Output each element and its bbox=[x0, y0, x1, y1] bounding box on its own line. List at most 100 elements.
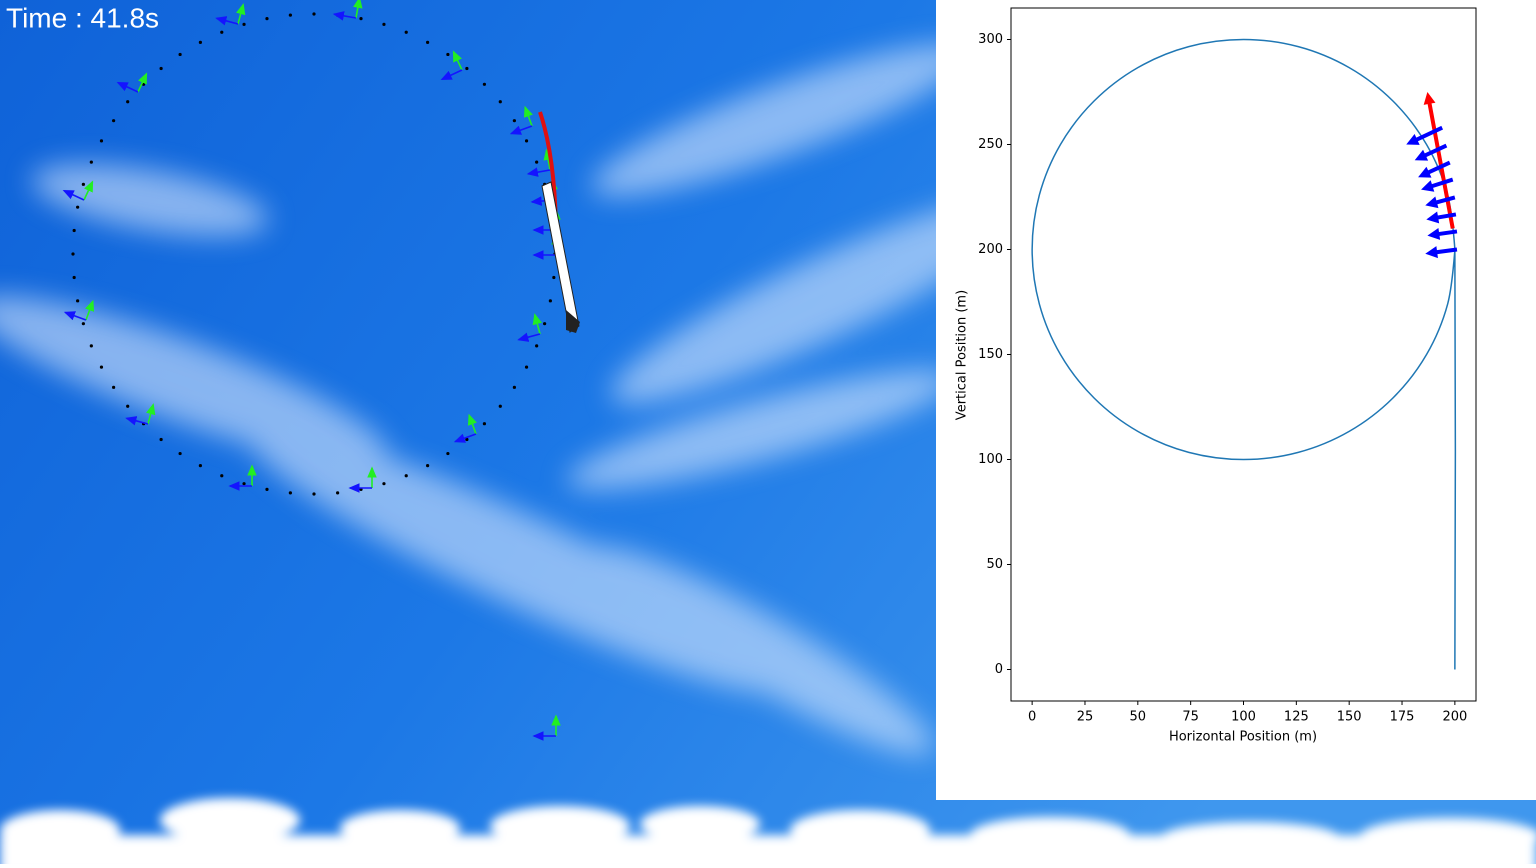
waypoint-dot bbox=[524, 139, 529, 143]
waypoint-dot bbox=[72, 228, 76, 233]
quiver-arrow bbox=[1414, 143, 1448, 161]
vehicle bbox=[541, 181, 580, 333]
waypoint-dot bbox=[112, 119, 116, 123]
waypoint-dot bbox=[548, 299, 552, 303]
waypoint-dot bbox=[543, 322, 547, 326]
frame-markers bbox=[62, 0, 561, 741]
waypoint-dot bbox=[535, 160, 539, 164]
x-tick-label: 75 bbox=[1182, 710, 1199, 725]
waypoint-dot bbox=[524, 365, 529, 369]
waypoint-dot bbox=[178, 451, 182, 456]
waypoint-dot bbox=[220, 474, 224, 478]
waypoint-dot bbox=[220, 30, 224, 34]
quiver-arrow bbox=[1423, 92, 1455, 229]
frame-axis-left bbox=[125, 416, 149, 426]
waypoint-dot bbox=[288, 13, 292, 17]
waypoint-dot bbox=[159, 66, 163, 71]
frame-axis-up bbox=[83, 180, 94, 201]
x-tick-label: 125 bbox=[1284, 710, 1309, 725]
waypoint-dot bbox=[482, 422, 487, 426]
quiver-arrow bbox=[1426, 211, 1457, 224]
waypoint-dot bbox=[126, 100, 130, 104]
waypoint-dot bbox=[512, 385, 516, 389]
vehicle-nozzle bbox=[566, 310, 580, 333]
waypoint-dot bbox=[426, 40, 430, 44]
waypoint-dot bbox=[312, 492, 316, 496]
waypoint-dot bbox=[76, 299, 80, 303]
x-tick-label: 150 bbox=[1337, 710, 1362, 725]
time-label: Time : 41.8s bbox=[6, 2, 159, 33]
frame-axis-up bbox=[146, 403, 156, 425]
waypoint-dot bbox=[512, 119, 516, 123]
waypoint-dot bbox=[482, 82, 487, 86]
frame-axis-up bbox=[137, 72, 148, 93]
frame-axis-up bbox=[236, 3, 246, 25]
waypoint-dot bbox=[359, 17, 363, 21]
waypoint-dot bbox=[242, 482, 246, 486]
plot-panel bbox=[936, 0, 1536, 800]
waypoint-dot bbox=[81, 322, 85, 326]
y-tick-label: 200 bbox=[978, 242, 1003, 257]
y-tick-label: 250 bbox=[978, 137, 1003, 152]
y-tick-label: 50 bbox=[986, 557, 1003, 572]
quiver-arrow bbox=[1427, 228, 1458, 240]
waypoint-dot bbox=[265, 487, 269, 491]
waypoint-dot bbox=[535, 344, 539, 348]
waypoint-dot bbox=[99, 365, 104, 369]
waypoint-dot bbox=[178, 52, 182, 57]
frame-axis-left bbox=[517, 332, 541, 342]
waypoint-dot bbox=[446, 52, 450, 57]
waypoint-dot bbox=[498, 404, 502, 408]
clouds bbox=[0, 44, 1030, 755]
quiver-arrow bbox=[1425, 195, 1456, 209]
waypoint-dot bbox=[465, 437, 469, 442]
frame-axis-left bbox=[215, 16, 239, 26]
frame-axis-left bbox=[62, 189, 85, 201]
waypoint-dot bbox=[426, 464, 430, 468]
waypoint-dot bbox=[112, 385, 116, 389]
waypoint-dot bbox=[159, 437, 163, 442]
y-tick-label: 300 bbox=[978, 32, 1003, 47]
cloud-bank bbox=[0, 798, 1536, 868]
x-tick-label: 0 bbox=[1028, 710, 1036, 725]
waypoint-dot bbox=[242, 22, 246, 26]
frame-axis-up bbox=[543, 148, 553, 171]
waypoint-dot bbox=[126, 404, 130, 408]
waypoint-dot bbox=[89, 344, 93, 348]
x-tick-label: 100 bbox=[1231, 710, 1256, 725]
waypoint-dot bbox=[265, 17, 269, 21]
waypoint-dot bbox=[71, 252, 75, 256]
waypoint-dot bbox=[312, 12, 316, 16]
frame-axis-up bbox=[523, 105, 533, 127]
y-tick-label: 150 bbox=[978, 347, 1003, 362]
frame-axis-up bbox=[467, 413, 477, 435]
frame-axis-left bbox=[509, 125, 533, 135]
waypoint-dot bbox=[76, 205, 80, 209]
waypoint-dot bbox=[446, 451, 450, 456]
frame-axis-left bbox=[440, 69, 463, 81]
x-tick-label: 25 bbox=[1077, 710, 1094, 725]
trajectory-line bbox=[1031, 38, 1457, 670]
waypoint-dot bbox=[552, 275, 556, 280]
waypoint-dot bbox=[288, 491, 292, 495]
frame-axis-up bbox=[452, 50, 463, 71]
waypoint-dot bbox=[498, 100, 502, 104]
waypoint-ring bbox=[71, 12, 557, 496]
quiver-arrow bbox=[1418, 160, 1451, 178]
waypoint-dot bbox=[72, 275, 76, 280]
frame-axis-left bbox=[453, 433, 477, 443]
waypoint-dot bbox=[336, 491, 340, 495]
quiver-arrow bbox=[1425, 246, 1458, 259]
y-axis-label: Vertical Position (m) bbox=[955, 290, 970, 420]
quiver-arrow bbox=[1406, 125, 1444, 145]
frame-axis-up bbox=[85, 299, 95, 321]
waypoint-dot bbox=[81, 182, 85, 186]
frame-axis-up bbox=[353, 0, 363, 19]
frame-axis-left bbox=[526, 167, 551, 177]
waypoint-dot bbox=[404, 30, 408, 34]
frame-axis-left bbox=[63, 311, 87, 321]
x-tick-label: 200 bbox=[1442, 710, 1467, 725]
waypoint-dot bbox=[198, 40, 202, 44]
